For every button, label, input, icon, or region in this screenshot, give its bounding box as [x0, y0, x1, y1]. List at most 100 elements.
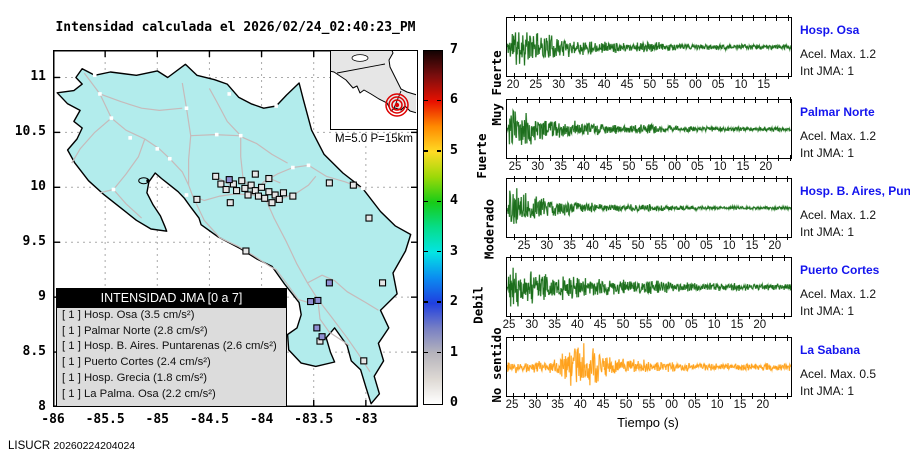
- axis-tick: [707, 234, 709, 240]
- time-tick-label: 25: [502, 319, 516, 331]
- axis-tick: [692, 313, 694, 319]
- time-tick-label: 00: [668, 161, 681, 173]
- axis-tick: [639, 176, 640, 182]
- axis-tick: [715, 313, 717, 319]
- axis-tick: [525, 234, 526, 240]
- legend-title: INTENSIDAD JMA [0 a 7]: [57, 289, 286, 308]
- axis-tick: [559, 176, 561, 182]
- axis-tick: [696, 234, 697, 240]
- axis-tick: [573, 97, 574, 103]
- axis-tick: [555, 255, 557, 261]
- waveform-trace: [506, 343, 792, 386]
- axis-tick: [521, 255, 523, 261]
- axis-tick: [516, 97, 517, 103]
- time-tick-label: 05: [687, 399, 701, 411]
- axis-tick: [592, 335, 594, 341]
- station-marker: [229, 180, 237, 188]
- time-tick-label: 00: [665, 399, 678, 411]
- axis-tick: [729, 335, 731, 341]
- time-tick-label: 35: [548, 319, 561, 331]
- axis-tick: [775, 234, 777, 240]
- time-tick-label: 00: [677, 240, 690, 252]
- station-name-label: Hosp. Osa: [800, 23, 860, 37]
- axis-tick: [786, 393, 788, 399]
- station-marker: [279, 189, 288, 197]
- time-tick-label: 10: [713, 161, 727, 173]
- legend-rows: [ 1 ] Hosp. Osa (3.5 cm/s²) [ 1 ] Palmar …: [57, 308, 286, 402]
- axis-tick: [641, 155, 643, 161]
- axis-tick: [521, 313, 523, 319]
- time-tick-label: 05: [690, 161, 704, 173]
- colorbar-number: 5: [449, 141, 459, 158]
- time-tick-label: 45: [620, 79, 634, 91]
- axis-tick: [525, 176, 526, 182]
- axis-tick: [695, 393, 697, 399]
- axis-tick: [514, 73, 515, 79]
- axis-tick: [778, 97, 780, 103]
- axis-tick: [601, 313, 603, 319]
- axis-tick: [766, 155, 768, 161]
- station-marker: [232, 187, 241, 195]
- axis-tick: [741, 393, 742, 399]
- axis-tick: [584, 97, 586, 103]
- legend-station-row: [ 1 ] La Palma. Osa (2.2 cm/s²): [62, 387, 216, 400]
- station-marker: [275, 195, 283, 203]
- colorbar-tick: [424, 251, 428, 253]
- axis-tick: [755, 97, 757, 103]
- colorbar-tick: [437, 351, 441, 354]
- time-tick-label: 45: [608, 240, 622, 252]
- axis-tick: [548, 73, 550, 79]
- axis-tick: [559, 15, 561, 21]
- colorbar-category-label: Moderado: [481, 198, 497, 260]
- station-marker: [217, 180, 225, 188]
- axis-tick: [726, 313, 728, 319]
- axis-tick: [661, 176, 663, 182]
- axis-tick: [707, 15, 709, 21]
- map-x-tick-label: -83.5: [294, 412, 334, 427]
- map-y-tick-label: 8.5: [22, 344, 46, 360]
- time-tick-label: 55: [666, 79, 679, 91]
- station-marker: [271, 191, 279, 199]
- axis-tick: [718, 234, 720, 240]
- axis-tick: [661, 234, 663, 240]
- axis-tick: [783, 313, 785, 319]
- axis-tick: [695, 335, 697, 341]
- axis-tick: [589, 313, 591, 319]
- axis-tick: [547, 393, 549, 399]
- axis-tick: [730, 73, 732, 79]
- time-tick-label: 50: [631, 240, 645, 252]
- station-marker-felt: [314, 296, 322, 304]
- time-tick-label: 45: [593, 319, 607, 331]
- station-name-label: Palmar Norte: [800, 105, 875, 119]
- time-tick-label: 35: [574, 79, 588, 91]
- axis-tick: [615, 393, 617, 399]
- map-x-tick-label: -84: [249, 412, 274, 427]
- axis-tick: [753, 176, 754, 182]
- seismogram-box: [506, 15, 792, 79]
- axis-tick: [707, 176, 709, 182]
- axis-tick: [719, 73, 721, 79]
- axis-tick: [730, 176, 732, 182]
- axis-tick: [775, 335, 777, 341]
- time-tick-label: 35: [551, 399, 564, 411]
- run-id: 20260224204024: [53, 440, 136, 452]
- axis-tick: [741, 335, 742, 341]
- colorbar-tick: [437, 301, 441, 303]
- axis-tick: [778, 155, 780, 161]
- time-tick-label: 45: [599, 161, 613, 173]
- axis-tick: [627, 176, 629, 182]
- station-marker-felt: [318, 333, 326, 341]
- axis-tick: [582, 73, 584, 79]
- time-tick-label: 20: [768, 240, 782, 252]
- legend-station-row: [ 1 ] Hosp. B. Aires. Puntarenas (2.6 cm…: [62, 340, 277, 353]
- axis-tick: [649, 335, 651, 341]
- time-tick-label: 05: [684, 319, 698, 331]
- axis-tick: [730, 234, 732, 240]
- map-y-tick-label: 9: [38, 289, 46, 305]
- time-tick-label: 40: [573, 399, 587, 411]
- axis-tick: [630, 155, 631, 161]
- axis-tick: [703, 255, 705, 261]
- station-marker: [258, 183, 266, 191]
- axis-tick: [536, 15, 538, 21]
- axis-tick: [559, 73, 561, 79]
